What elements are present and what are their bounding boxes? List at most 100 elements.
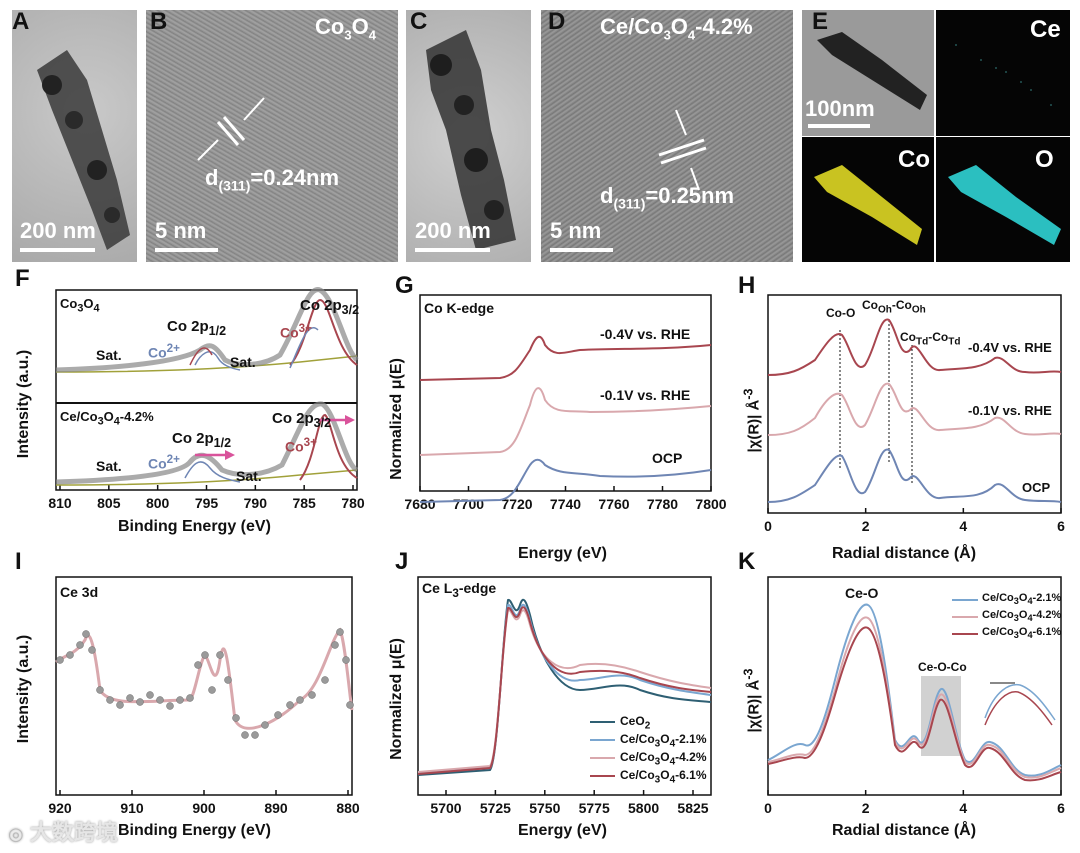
g-xtick-label: 7760 <box>598 496 629 512</box>
h-curve-label-01v: -0.1V vs. RHE <box>968 403 1052 418</box>
scale-text-a: 200 nm <box>20 218 96 243</box>
f-bot-sat1: Sat. <box>96 458 122 474</box>
j-legend-ceo2: CeO2 <box>620 714 651 732</box>
j-title: Ce L3-edge <box>422 580 497 600</box>
g-title: Co K-edge <box>424 300 494 316</box>
scale-text-e: 100nm <box>805 96 875 121</box>
f-xlabel: Binding Energy (eV) <box>118 518 271 535</box>
f-bot-bg <box>55 469 358 486</box>
g-curve-04v <box>419 335 712 381</box>
panel-label-h: H <box>738 272 756 299</box>
scale-bar-e <box>808 124 870 128</box>
chart-i: 920 910 900 890 880 <box>48 576 360 816</box>
eds-label-o: O <box>1035 146 1054 173</box>
f-bot-sample: Ce/Co3O4-4.2% <box>60 409 154 428</box>
g-xtick-label: 7780 <box>647 496 678 512</box>
g-xtick-label: 7800 <box>695 496 726 512</box>
i-xtick-label: 880 <box>336 800 360 816</box>
j-legend-21: Ce/Co3O4-2.1% <box>620 732 707 750</box>
i-title: Ce 3d <box>60 584 99 600</box>
i-data-points <box>56 628 354 739</box>
scale-bar-d <box>550 248 613 252</box>
k-peak-ceo: Ce-O <box>845 585 879 601</box>
g-curve-label-01v: -0.1V vs. RHE <box>600 387 691 403</box>
hrtem-image-b <box>146 10 398 262</box>
watermark-text: 大数跨境 <box>29 820 118 845</box>
k-xtick-label: 2 <box>862 800 870 816</box>
f-bot-co2p12: Co 2p1/2 <box>172 430 232 450</box>
k-shaded-region <box>921 676 961 756</box>
k-xtick-label: 4 <box>959 800 967 816</box>
k-inset-21 <box>984 683 1056 721</box>
f-xtick-label: 805 <box>97 495 121 511</box>
panel-label-f: F <box>15 265 30 292</box>
f-top-bg <box>55 355 358 373</box>
g-curve-ocp <box>419 458 712 503</box>
tem-image-e <box>802 10 934 136</box>
eds-map-o <box>936 137 1070 262</box>
j-curve-61 <box>417 606 712 775</box>
h-peak-cooh: CoOh-CoOh <box>862 298 926 316</box>
k-xtick-label: 6 <box>1057 800 1065 816</box>
k-legend-21: Ce/Co3O4-2.1% <box>982 592 1062 607</box>
f-top-co2-label: Co2+ <box>148 342 180 361</box>
h-curve-label-ocp: OCP <box>1022 480 1051 495</box>
f-bot-arrow-1-head <box>225 450 235 460</box>
j-xtick-label: 5725 <box>480 800 511 816</box>
f-top-co3 <box>289 298 358 366</box>
panel-label-e: E <box>812 8 829 35</box>
g-curve-label-ocp: OCP <box>652 450 683 466</box>
f-bot-co2-label: Co2+ <box>148 453 180 472</box>
h-xtick-label: 6 <box>1057 518 1065 534</box>
panel-label-c: C <box>410 8 428 35</box>
scale-text-b: 5 nm <box>155 218 207 243</box>
f-top-co2 <box>194 351 241 371</box>
watermark: ◎ 大数跨境 <box>8 815 118 847</box>
j-legend-42: Ce/Co3O4-4.2% <box>620 750 707 768</box>
h-curve-ocp <box>767 448 1062 503</box>
j-xtick-label: 5825 <box>677 800 708 816</box>
panel-label-j: J <box>395 548 409 575</box>
h-xtick-label: 2 <box>862 518 870 534</box>
g-curve-01v <box>419 387 712 456</box>
k-legend-61: Ce/Co3O4-6.1% <box>982 626 1062 641</box>
k-curve-21 <box>767 603 1062 777</box>
chart-j: 5700 5725 5750 5775 5800 5825 <box>417 576 712 816</box>
f-bot-fit <box>55 401 359 485</box>
g-xlabel: Energy (eV) <box>518 545 607 562</box>
chart-f: 810 805 800 795 790 785 780 <box>48 287 365 511</box>
scale-bar-c <box>415 248 490 252</box>
h-xtick-label: 0 <box>764 518 772 534</box>
h-peak-coo: Co-O <box>826 306 856 320</box>
f-xtick-label: 800 <box>146 495 170 511</box>
tem-image-c <box>406 10 531 262</box>
f-top-fit <box>55 287 359 373</box>
hrtem-image-d <box>541 10 793 262</box>
f-bot-co2p32: Co 2p3/2 <box>272 410 332 430</box>
k-xtick-label: 0 <box>764 800 772 816</box>
i-xtick-label: 900 <box>192 800 216 816</box>
eds-map-co <box>802 137 934 262</box>
j-xtick-label: 5750 <box>529 800 560 816</box>
i-fit <box>55 627 354 730</box>
j-xtick-label: 5800 <box>628 800 659 816</box>
f-bot-co2 <box>184 461 241 483</box>
scale-bar-b <box>155 248 218 252</box>
scale-text-c: 200 nm <box>415 218 491 243</box>
d-spacing-b: d(311)=0.24nm <box>205 165 340 194</box>
i-xtick-label: 910 <box>120 800 144 816</box>
i-xtick-label: 890 <box>264 800 288 816</box>
h-xtick-label: 4 <box>959 518 967 534</box>
panel-label-i: I <box>15 548 22 575</box>
f-xtick-label: 785 <box>292 495 316 511</box>
k-inset-61 <box>984 691 1053 726</box>
k-curve-61 <box>767 626 1062 782</box>
h-curve-01v <box>767 382 1062 436</box>
f-top-sat1: Sat. <box>96 347 122 363</box>
sample-b: Co3O4 <box>315 14 376 43</box>
panel-label-a: A <box>12 8 30 35</box>
f-bot-sat2: Sat. <box>236 468 262 484</box>
f-top-co2p32: Co 2p3/2 <box>300 297 360 317</box>
h-peak-cotd: CoTd-CoTd <box>900 330 961 348</box>
f-top-co2b <box>289 327 319 369</box>
